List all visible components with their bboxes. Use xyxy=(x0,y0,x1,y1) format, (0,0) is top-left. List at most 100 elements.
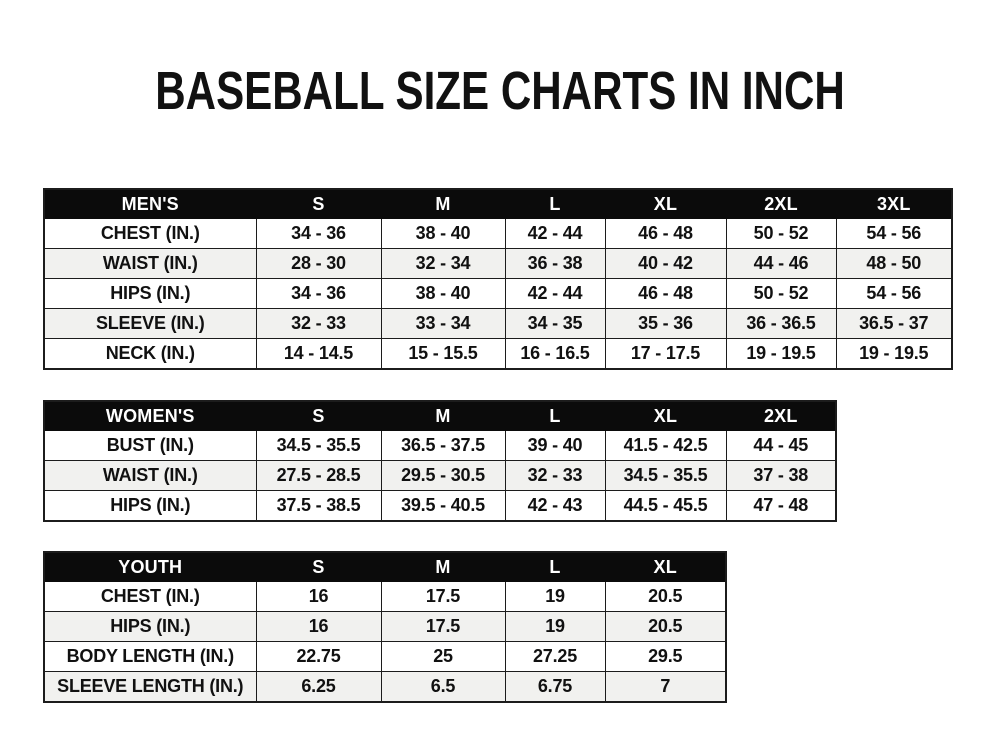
table-row: NECK (IN.) 14 - 14.5 15 - 15.5 16 - 16.5 17 … xyxy=(43,338,953,370)
size-cell: 32 - 33 xyxy=(255,308,382,339)
column-header: L xyxy=(504,400,606,431)
size-cell: 33 - 34 xyxy=(380,308,506,339)
size-cell: 19 - 19.5 xyxy=(725,338,837,370)
column-header: S xyxy=(255,551,382,582)
table-row: WAIST (IN.) 28 - 30 32 - 34 36 - 38 40 - 42 4… xyxy=(43,248,953,279)
size-cell: 48 - 50 xyxy=(835,248,953,279)
size-cell: 46 - 48 xyxy=(604,218,727,249)
size-cell: 19 - 19.5 xyxy=(835,338,953,370)
size-cell: 20.5 xyxy=(604,581,727,612)
page-title: BASEBALL SIZE CHARTS IN INCH xyxy=(0,62,1000,120)
size-cell: 22.75 xyxy=(255,641,382,672)
size-cell: 36 - 36.5 xyxy=(725,308,837,339)
table-row: CHEST (IN.) 34 - 36 38 - 40 42 - 44 46 - 48 5… xyxy=(43,218,953,249)
table-row: HIPS (IN.) 37.5 - 38.5 39.5 - 40.5 42 - 43 4… xyxy=(43,490,837,522)
size-cell: 50 - 52 xyxy=(725,278,837,309)
size-cell: 28 - 30 xyxy=(255,248,382,279)
column-header: 2XL xyxy=(725,188,837,219)
size-cell: 36.5 - 37 xyxy=(835,308,953,339)
row-label: SLEEVE LENGTH (IN.) xyxy=(43,671,257,703)
youth-size-table: YOUTH S M L XL CHEST (IN.) 16 17.5 19 20.5 HIPS (I… xyxy=(43,551,727,703)
size-cell: 20.5 xyxy=(604,611,727,642)
size-cell: 41.5 - 42.5 xyxy=(604,430,727,461)
size-cell: 42 - 44 xyxy=(504,278,606,309)
size-cell: 27.25 xyxy=(504,641,606,672)
row-label: CHEST (IN.) xyxy=(43,581,257,612)
size-cell: 32 - 34 xyxy=(380,248,506,279)
size-cell: 6.5 xyxy=(380,671,506,703)
size-cell: 29.5 - 30.5 xyxy=(380,460,506,491)
table-row: WAIST (IN.) 27.5 - 28.5 29.5 - 30.5 32 - 33… xyxy=(43,460,837,491)
size-cell: 17.5 xyxy=(380,611,506,642)
size-cell: 6.25 xyxy=(255,671,382,703)
size-cell: 19 xyxy=(504,611,606,642)
column-header: M xyxy=(380,551,506,582)
size-cell: 35 - 36 xyxy=(604,308,727,339)
size-cell: 39.5 - 40.5 xyxy=(380,490,506,522)
size-cell: 7 xyxy=(604,671,727,703)
row-label: BODY LENGTH (IN.) xyxy=(43,641,257,672)
size-cell: 17.5 xyxy=(380,581,506,612)
size-cell: 36 - 38 xyxy=(504,248,606,279)
size-cell: 17 - 17.5 xyxy=(604,338,727,370)
size-cell: 54 - 56 xyxy=(835,218,953,249)
size-cell: 44 - 45 xyxy=(725,430,837,461)
table-row: SLEEVE LENGTH (IN.) 6.25 6.5 6.75 7 xyxy=(43,671,727,703)
column-header: L xyxy=(504,551,606,582)
table-title-header: WOMEN'S xyxy=(43,400,257,431)
row-label: BUST (IN.) xyxy=(43,430,257,461)
size-cell: 15 - 15.5 xyxy=(380,338,506,370)
header-row: WOMEN'S S M L XL 2XL xyxy=(43,400,837,431)
mens-size-table: MEN'S S M L XL 2XL 3XL CHEST (IN.) 34 - 36 38 - 4… xyxy=(43,188,953,370)
row-label: WAIST (IN.) xyxy=(43,460,257,491)
row-label: HIPS (IN.) xyxy=(43,278,257,309)
size-cell: 29.5 xyxy=(604,641,727,672)
size-cell: 19 xyxy=(504,581,606,612)
size-cell: 32 - 33 xyxy=(504,460,606,491)
column-header: 2XL xyxy=(725,400,837,431)
column-header: S xyxy=(255,188,382,219)
size-cell: 16 xyxy=(255,581,382,612)
table-row: BUST (IN.) 34.5 - 35.5 36.5 - 37.5 39 - 40 4… xyxy=(43,430,837,461)
column-header: M xyxy=(380,188,506,219)
row-label: SLEEVE (IN.) xyxy=(43,308,257,339)
size-cell: 34.5 - 35.5 xyxy=(604,460,727,491)
column-header: M xyxy=(380,400,506,431)
row-label: CHEST (IN.) xyxy=(43,218,257,249)
row-label: NECK (IN.) xyxy=(43,338,257,370)
size-cell: 39 - 40 xyxy=(504,430,606,461)
size-cell: 37 - 38 xyxy=(725,460,837,491)
table-row: CHEST (IN.) 16 17.5 19 20.5 xyxy=(43,581,727,612)
column-header: 3XL xyxy=(835,188,953,219)
row-label: HIPS (IN.) xyxy=(43,490,257,522)
table-title-header: MEN'S xyxy=(43,188,257,219)
womens-size-table: WOMEN'S S M L XL 2XL BUST (IN.) 34.5 - 35.5 36.5… xyxy=(43,400,837,522)
size-cell: 27.5 - 28.5 xyxy=(255,460,382,491)
size-cell: 6.75 xyxy=(504,671,606,703)
size-cell: 40 - 42 xyxy=(604,248,727,279)
size-cell: 44.5 - 45.5 xyxy=(604,490,727,522)
size-cell: 16 xyxy=(255,611,382,642)
table-row: HIPS (IN.) 34 - 36 38 - 40 42 - 44 46 - 48 50… xyxy=(43,278,953,309)
size-cell: 54 - 56 xyxy=(835,278,953,309)
size-cell: 25 xyxy=(380,641,506,672)
size-cell: 50 - 52 xyxy=(725,218,837,249)
table-title-header: YOUTH xyxy=(43,551,257,582)
size-cell: 36.5 - 37.5 xyxy=(380,430,506,461)
row-label: HIPS (IN.) xyxy=(43,611,257,642)
size-cell: 16 - 16.5 xyxy=(504,338,606,370)
size-cell: 37.5 - 38.5 xyxy=(255,490,382,522)
size-cell: 34.5 - 35.5 xyxy=(255,430,382,461)
column-header: L xyxy=(504,188,606,219)
page-title-text: BASEBALL SIZE CHARTS IN INCH xyxy=(155,61,845,121)
size-cell: 34 - 36 xyxy=(255,278,382,309)
table-row: HIPS (IN.) 16 17.5 19 20.5 xyxy=(43,611,727,642)
table-row: BODY LENGTH (IN.) 22.75 25 27.25 29.5 xyxy=(43,641,727,672)
column-header: XL xyxy=(604,551,727,582)
size-cell: 38 - 40 xyxy=(380,278,506,309)
row-label: WAIST (IN.) xyxy=(43,248,257,279)
size-cell: 14 - 14.5 xyxy=(255,338,382,370)
table-row: SLEEVE (IN.) 32 - 33 33 - 34 34 - 35 35 - 36… xyxy=(43,308,953,339)
column-header: XL xyxy=(604,188,727,219)
